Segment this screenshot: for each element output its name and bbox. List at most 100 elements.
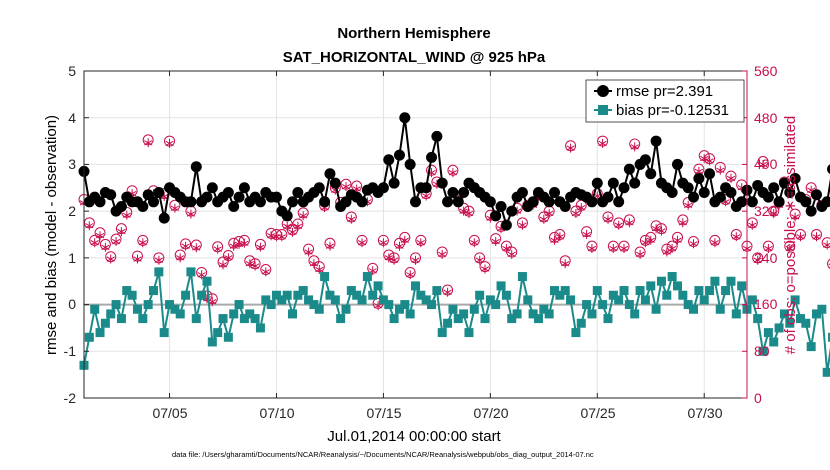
obs-assimilated-marker [250, 261, 260, 271]
rmse-point [458, 186, 470, 198]
bias-point [282, 290, 292, 300]
bias-point [288, 309, 298, 319]
rmse-point [784, 186, 796, 198]
obs-assimilated-marker [470, 238, 479, 248]
bias-point [421, 295, 431, 305]
obs-assimilated-marker [700, 154, 709, 164]
obs-assimilated-marker [181, 241, 190, 251]
bias-point [357, 295, 367, 305]
bias-point [710, 276, 720, 286]
obs-possible-marker [827, 258, 830, 269]
rmse-point [484, 196, 496, 208]
rmse-point [404, 158, 416, 170]
obs-assimilated-marker [641, 238, 650, 248]
bias-point [475, 290, 485, 300]
obs-assimilated-marker [315, 265, 324, 274]
obs-assimilated-marker [438, 249, 447, 259]
rmse-point [500, 219, 512, 231]
bias-point [576, 318, 586, 328]
obs-assimilated-marker [619, 244, 629, 253]
obs-assimilated-marker [229, 241, 238, 251]
bias-point [753, 314, 763, 324]
axis-ticks: -2 -1 0 1 2 3 4 5 0 80 160 240 320 400 4… [64, 63, 778, 421]
bias-point [197, 290, 207, 300]
ytick-label: -2 [64, 390, 77, 406]
bias-point [459, 309, 469, 319]
rmse-point [431, 130, 443, 142]
xtick-label: 07/30 [687, 405, 722, 421]
rmse-point [254, 196, 266, 208]
obs-assimilated-marker [609, 244, 618, 253]
obs-assimilated-marker [85, 221, 94, 231]
obs-assimilated-marker [133, 254, 142, 264]
xtick-label: 07/20 [473, 405, 508, 421]
bias-point [721, 286, 731, 296]
obs-assimilated-marker [518, 220, 527, 230]
bias-point [737, 281, 747, 291]
bias-point [774, 323, 784, 333]
xtick-label: 07/10 [259, 405, 294, 421]
rmse-point [158, 212, 170, 224]
obs-assimilated-marker [651, 224, 661, 234]
bias-point [496, 281, 506, 291]
obs-assimilated-marker [646, 235, 655, 245]
obs-assimilated-marker [95, 231, 105, 241]
rmse-point [811, 189, 823, 201]
obs-assimilated-marker [464, 209, 474, 218]
bias-point [255, 323, 265, 333]
bias-point [298, 286, 308, 296]
rmse-point [233, 191, 245, 203]
chart-subtitle: SAT_HORIZONTAL_WIND @ 925 hPa [283, 49, 546, 66]
bias-point [763, 328, 773, 338]
bias-point [293, 290, 303, 300]
rmse-point [543, 196, 555, 208]
obs-assimilated-marker [384, 253, 393, 263]
bias-point [726, 276, 736, 286]
rmse-point [805, 205, 817, 217]
rmse-point [185, 196, 197, 208]
rmse-point [773, 196, 785, 208]
obs-assimilated-marker [117, 227, 126, 237]
rmse-point [821, 196, 830, 208]
obs-assimilated-marker [234, 239, 244, 249]
bias-point [614, 295, 624, 305]
rmse-point [153, 186, 165, 198]
obs-assimilated-marker [705, 156, 714, 166]
obs-assimilated-marker [213, 244, 222, 254]
obs-assimilated-marker [325, 241, 335, 251]
obs-assimilated-marker [507, 249, 516, 259]
ytick-label: 3 [68, 156, 76, 172]
legend-rmse-marker [597, 85, 609, 97]
bias-point [448, 304, 458, 314]
bias-point [223, 332, 233, 342]
rmse-point [442, 196, 454, 208]
rmse-point [613, 196, 625, 208]
rmse-point [725, 186, 737, 198]
ytick-label: 2 [68, 203, 76, 219]
bias-point [672, 281, 682, 291]
rmse-point [762, 191, 774, 203]
rmse-point [666, 186, 678, 198]
bias-point [464, 328, 474, 338]
rmse-point [270, 191, 282, 203]
rmse-point [688, 191, 700, 203]
bias-point [822, 367, 830, 377]
obs-assimilated-marker [309, 259, 319, 269]
obs-assimilated-marker [400, 235, 409, 245]
rmse-point [682, 182, 694, 194]
obs-assimilated-marker [165, 138, 174, 148]
bias-point [175, 309, 185, 319]
legend-bias-label: bias pr=-0.12531 [616, 102, 729, 119]
bias-point [330, 295, 340, 305]
rmse-point [623, 163, 635, 175]
obs-assimilated-marker [673, 235, 682, 245]
bias-point [218, 314, 228, 324]
rmse-point [527, 196, 539, 208]
obs-assimilated-marker [448, 168, 458, 178]
bias-point [517, 272, 527, 282]
bias-point [453, 314, 463, 324]
bias-point [769, 337, 779, 347]
bias-point [801, 318, 811, 328]
obs-assimilated-marker [689, 239, 698, 249]
